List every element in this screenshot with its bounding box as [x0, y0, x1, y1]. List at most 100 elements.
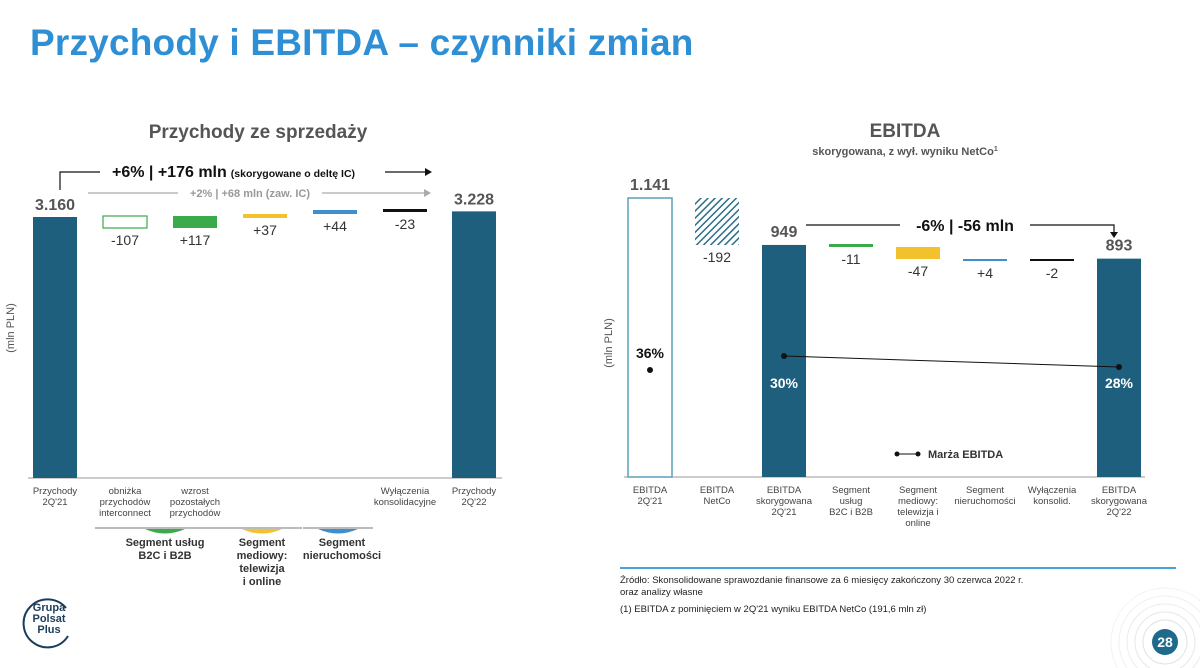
- source-divider: [620, 567, 1176, 569]
- grupa-polsat-plus-logo: [22, 598, 69, 649]
- revenue-value-label: 3.160: [35, 197, 75, 214]
- ebitda-subtitle-text: skorygowana, z wył. wyniku NetCo: [812, 146, 994, 158]
- revenue-category-label-line: interconnect: [99, 508, 151, 519]
- revenue-bar-total: [33, 217, 77, 478]
- revenue-bar-delta: [243, 214, 287, 218]
- revenue-category-label-line: przychodów: [100, 497, 151, 508]
- ebitda-category-label-line: Segment: [966, 485, 1004, 496]
- revenue-category-label-line: przychodów: [170, 508, 221, 519]
- revenue-group-label: Segment mediowy: telewizja i online: [237, 537, 288, 588]
- revenue-y-axis-label: (mln PLN): [5, 303, 17, 353]
- ebitda-bar-delta: [1030, 259, 1074, 261]
- decorative-circles: [1110, 587, 1200, 668]
- revenue-group-label: Segment nieruchomości: [303, 537, 381, 562]
- revenue-value-label: 3.228: [454, 191, 494, 208]
- ebitda-category-label-line: EBITDA: [1102, 485, 1137, 496]
- ebitda-category-label: EBITDA 2Q'21: [633, 485, 668, 507]
- ebitda-category-label-line: B2C i B2B: [829, 507, 873, 518]
- revenue-group-label-line: B2C i B2B: [138, 550, 191, 562]
- revenue-category-label-line: pozostałych: [170, 497, 220, 508]
- ebitda-category-label: EBITDA skorygowana 2Q'21: [756, 485, 813, 518]
- logo-text: Grupa Polsat Plus: [28, 603, 70, 636]
- ebitda-category-label-line: EBITDA: [767, 485, 802, 496]
- revenue-annotation-connector: [59, 171, 100, 190]
- ebitda-category-label: Segment usług B2C i B2B: [829, 485, 873, 518]
- revenue-annotation-suffix: (skorygowane o deltę IC): [231, 168, 355, 180]
- ebitda-bar-total: [762, 244, 806, 477]
- ebitda-chart-subtitle: skorygowana, z wył. wyniku NetCo1: [812, 146, 998, 158]
- revenue-category-label: Wyłączenia konsolidacyjne: [374, 486, 436, 508]
- ebitda-margin-label: 30%: [770, 375, 799, 391]
- ebitda-margin-label: 36%: [636, 345, 665, 361]
- revenue-category-label-line: 2Q'21: [42, 497, 67, 508]
- ebitda-category-label-line: 2Q'21: [637, 496, 662, 507]
- logo-line-1: Grupa: [32, 602, 66, 614]
- ebitda-margin-point: [647, 367, 653, 373]
- revenue-group-label-line: i online: [243, 576, 282, 588]
- ebitda-category-label-line: nieruchomości: [954, 496, 1015, 507]
- ebitda-annotation-main: -6% | -56 mln: [916, 218, 1014, 235]
- ebitda-margin-label: 28%: [1105, 375, 1134, 391]
- revenue-bar-total: [452, 211, 496, 478]
- revenue-bar-delta: [173, 216, 217, 228]
- revenue-value-label: -23: [395, 216, 415, 232]
- revenue-group-marker: [145, 529, 185, 534]
- revenue-group-marker: [242, 529, 282, 534]
- ebitda-legend-label: Marża EBITDA: [928, 449, 1003, 461]
- ebitda-category-label: Segment mediowy: telewizja i online: [897, 485, 938, 529]
- ebitda-category-label-line: 2Q'22: [1106, 507, 1131, 518]
- ebitda-margin-point: [1116, 364, 1122, 370]
- revenue-category-label-line: Wyłączenia: [381, 486, 430, 497]
- source-line-2: oraz analizy własne: [620, 587, 703, 598]
- ebitda-value-label: 893: [1106, 238, 1133, 255]
- revenue-category-label: Przychody 2Q'21: [33, 486, 78, 508]
- revenue-secondary-arrowhead: [424, 189, 431, 197]
- ebitda-category-label-line: EBITDA: [633, 485, 668, 496]
- ebitda-legend-point: [894, 451, 900, 457]
- ebitda-category-label-line: mediowy:: [898, 496, 938, 507]
- ebitda-bar-delta: [695, 198, 739, 245]
- revenue-group-label-line: Segment: [319, 537, 366, 549]
- revenue-group-label-line: nieruchomości: [303, 550, 381, 562]
- revenue-value-label: +117: [180, 232, 211, 248]
- revenue-category-label-line: Przychody: [33, 486, 78, 497]
- ebitda-margin-line: [783, 355, 1120, 368]
- ebitda-category-label-line: Segment: [832, 485, 870, 496]
- page-number-badge: 28: [1152, 629, 1178, 655]
- ebitda-category-label-line: 2Q'21: [771, 507, 796, 518]
- ebitda-category-label-line: online: [905, 518, 930, 529]
- ebitda-value-label: -11: [841, 251, 860, 267]
- ebitda-value-label: -192: [703, 249, 731, 265]
- ebitda-annotation-arrowhead: [1110, 232, 1118, 238]
- ebitda-value-label: -47: [908, 263, 928, 279]
- revenue-category-label-line: wzrost: [180, 486, 209, 497]
- ebitda-annotation-line-right: [1030, 224, 1115, 233]
- revenue-annotation-secondary: +2% | +68 mln (zaw. IC): [190, 188, 310, 200]
- ebitda-category-label-line: usług: [840, 496, 863, 507]
- revenue-group-label-line: mediowy:: [237, 550, 288, 562]
- ebitda-bar-delta: [829, 244, 873, 247]
- ebitda-subtitle-footnote-ref: 1: [994, 146, 998, 153]
- revenue-value-label: +44: [323, 218, 347, 234]
- ebitda-category-label-line: Wyłączenia: [1028, 485, 1077, 496]
- source-note: Źródło: Skonsolidowane sprawozdanie fina…: [620, 575, 1023, 599]
- ebitda-category-label: EBITDA NetCo: [700, 485, 735, 507]
- revenue-category-label: obniżka przychodów interconnect: [99, 486, 151, 519]
- ebitda-value-label: -2: [1046, 265, 1059, 281]
- logo-line-2: Polsat: [32, 613, 66, 625]
- page-title: Przychody i EBITDA – czynniki zmian: [30, 22, 694, 63]
- ebitda-chart-title: EBITDA: [870, 121, 941, 142]
- footnote: (1) EBITDA z pominięciem w 2Q'21 wyniku …: [620, 604, 927, 615]
- revenue-group-label-line: Segment: [239, 537, 286, 549]
- revenue-chart-title: Przychody ze sprzedaży: [149, 122, 368, 143]
- ebitda-category-label-line: Segment: [899, 485, 937, 496]
- ebitda-value-label: 949: [771, 224, 798, 241]
- revenue-group-label: Segment usług B2C i B2B: [126, 537, 205, 562]
- ebitda-bar-delta: [896, 247, 940, 259]
- ebitda-bar-delta: [963, 259, 1007, 261]
- revenue-annotation-main: +6% | +176 mln (skorygowane o deltę IC): [112, 164, 355, 181]
- ebitda-legend-point: [915, 451, 921, 457]
- ebitda-bar-total: [627, 197, 673, 478]
- source-line-1: Źródło: Skonsolidowane sprawozdanie fina…: [620, 575, 1024, 586]
- logo-line-3: Plus: [37, 624, 61, 636]
